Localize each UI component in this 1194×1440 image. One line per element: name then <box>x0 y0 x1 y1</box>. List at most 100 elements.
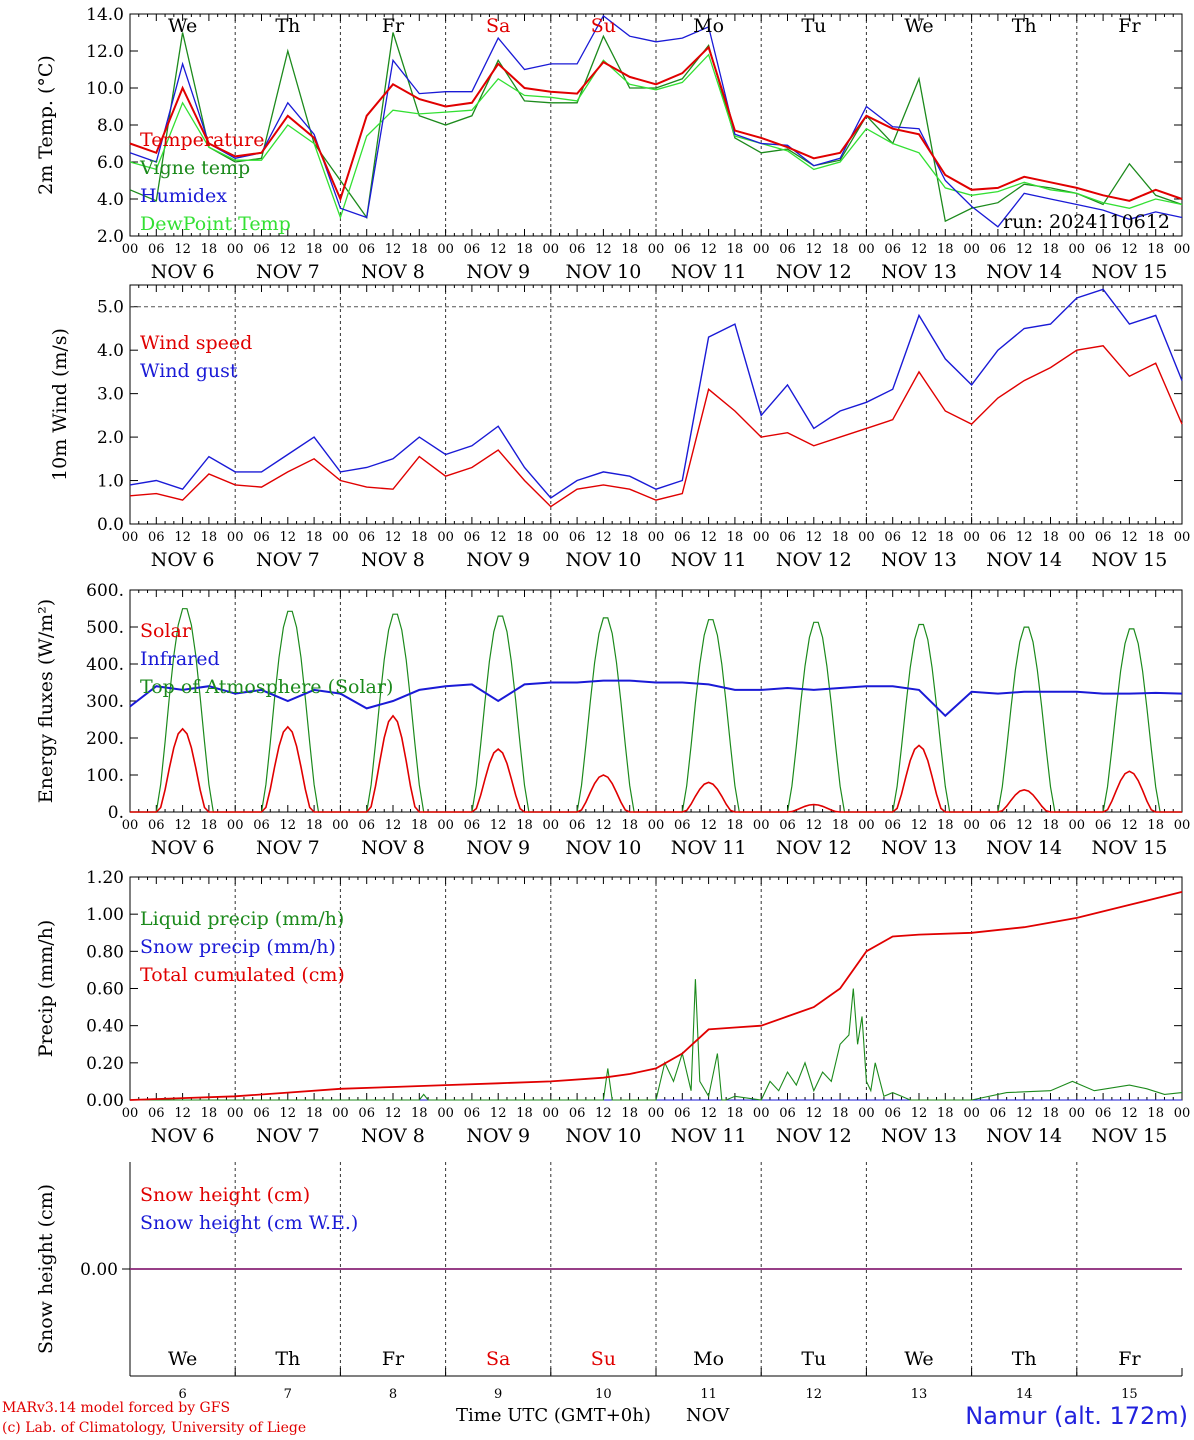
hour-label: 12 <box>700 818 717 833</box>
weekday-label: Th <box>275 1348 300 1370</box>
legend-entry: Snow precip (mm/h) <box>140 936 336 958</box>
hour-label: 12 <box>490 530 507 545</box>
hour-label: 00 <box>963 818 980 833</box>
y-tick-label: 1.00 <box>86 905 124 925</box>
weekday-label: Sa <box>486 1348 510 1370</box>
solar-curve <box>971 788 1077 813</box>
hour-label: 00 <box>227 530 244 545</box>
hour-label: 06 <box>569 530 586 545</box>
infrared-series <box>129 679 1183 718</box>
y-tick-label: 1.0 <box>97 472 124 492</box>
hour-label: 12 <box>280 1106 297 1121</box>
hour-label: 00 <box>437 1106 454 1121</box>
hour-label: 12 <box>1016 1106 1033 1121</box>
y-tick-label: 14.0 <box>86 5 124 25</box>
hour-label: 18 <box>621 1106 638 1121</box>
weekday-label: Th <box>1012 1348 1037 1370</box>
weekday-label: Sa <box>486 15 510 37</box>
hour-label: 00 <box>437 242 454 257</box>
hour-label: 00 <box>332 1106 349 1121</box>
y-axis-title: Energy fluxes (W/m²) <box>35 599 57 803</box>
y-tick-label: 5.0 <box>97 298 124 318</box>
hour-label: 00 <box>543 242 560 257</box>
y-tick-label: 0.00 <box>80 1260 118 1280</box>
date-label: NOV 9 <box>466 837 530 859</box>
hour-label: 18 <box>727 530 744 545</box>
date-label: NOV 12 <box>776 261 852 283</box>
day-number: 15 <box>1121 1387 1138 1400</box>
hour-label: 12 <box>911 818 928 833</box>
hour-label: 18 <box>832 1106 849 1121</box>
hour-label: 00 <box>1174 1106 1191 1121</box>
hour-label: 12 <box>385 530 402 545</box>
hour-label: 00 <box>1069 1106 1086 1121</box>
legend-entry: Temperature <box>140 129 264 151</box>
legend-entry: Top of Atmosphere (Solar) <box>140 676 393 698</box>
hour-label: 00 <box>648 818 665 833</box>
y-tick-label: 300. <box>86 692 124 712</box>
hour-label: 12 <box>385 242 402 257</box>
hour-label: 18 <box>306 530 323 545</box>
weekday-label: Tu <box>801 1348 826 1370</box>
weekday-label: Th <box>1012 15 1037 37</box>
solar-curve <box>235 725 341 813</box>
hour-label: 06 <box>464 530 481 545</box>
date-label: NOV 11 <box>671 837 747 859</box>
y-tick-label: 500. <box>86 618 124 638</box>
temp-series-red <box>129 45 1183 202</box>
legend-entry: Humidex <box>140 185 227 207</box>
lab-credit: (c) Lab. of Climatology, University of L… <box>2 1420 307 1436</box>
hour-label: 18 <box>411 530 428 545</box>
date-label: NOV 12 <box>776 1125 852 1147</box>
weekday-label: We <box>168 15 197 37</box>
hour-label: 12 <box>280 530 297 545</box>
hour-label: 06 <box>253 242 270 257</box>
date-label: NOV 6 <box>151 549 215 571</box>
date-label: NOV 15 <box>1091 261 1167 283</box>
hour-label: 12 <box>174 530 191 545</box>
hour-label: 00 <box>122 530 139 545</box>
solar-curve <box>761 803 867 813</box>
date-label: NOV 11 <box>671 261 747 283</box>
hour-label: 12 <box>490 1106 507 1121</box>
date-label: NOV 13 <box>881 1125 957 1147</box>
hour-label: 18 <box>832 818 849 833</box>
solar-curve <box>1076 770 1182 813</box>
weekday-label: We <box>904 15 933 37</box>
hour-label: 18 <box>411 242 428 257</box>
hour-label: 06 <box>358 530 375 545</box>
legend-entry: Infrared <box>140 648 220 670</box>
solar-curve <box>656 781 762 813</box>
hour-label: 12 <box>174 818 191 833</box>
hour-label: 12 <box>700 530 717 545</box>
hour-label: 12 <box>490 818 507 833</box>
date-label: NOV 6 <box>151 261 215 283</box>
y-tick-label: 3.0 <box>97 385 124 405</box>
hour-label: 18 <box>832 242 849 257</box>
model-credit: MARv3.14 model forced by GFS <box>2 1400 231 1416</box>
hour-label: 12 <box>595 818 612 833</box>
hour-label: 18 <box>516 242 533 257</box>
hour-label: 00 <box>1174 818 1191 833</box>
hour-label: 06 <box>569 1106 586 1121</box>
hour-label: 12 <box>385 818 402 833</box>
hour-label: 00 <box>1174 530 1191 545</box>
weekday-label: Tu <box>801 15 826 37</box>
hour-label: 06 <box>1095 1106 1112 1121</box>
hour-label: 06 <box>990 818 1007 833</box>
day-number: 12 <box>806 1387 823 1400</box>
hour-label: 00 <box>963 242 980 257</box>
hour-label: 06 <box>1095 818 1112 833</box>
y-axis-title: 10m Wind (m/s) <box>49 328 71 481</box>
date-label: NOV 8 <box>361 1125 425 1147</box>
hour-label: 12 <box>1121 818 1138 833</box>
hour-label: 00 <box>122 818 139 833</box>
hour-label: 06 <box>884 818 901 833</box>
hour-label: 18 <box>1147 242 1164 257</box>
hour-label: 12 <box>1016 242 1033 257</box>
date-label: NOV 7 <box>256 549 320 571</box>
y-axis-title: Precip (mm/h) <box>35 920 57 1058</box>
y-axis-title: Snow height (cm) <box>35 1184 57 1354</box>
toa-curve <box>761 621 867 813</box>
hour-label: 18 <box>937 818 954 833</box>
